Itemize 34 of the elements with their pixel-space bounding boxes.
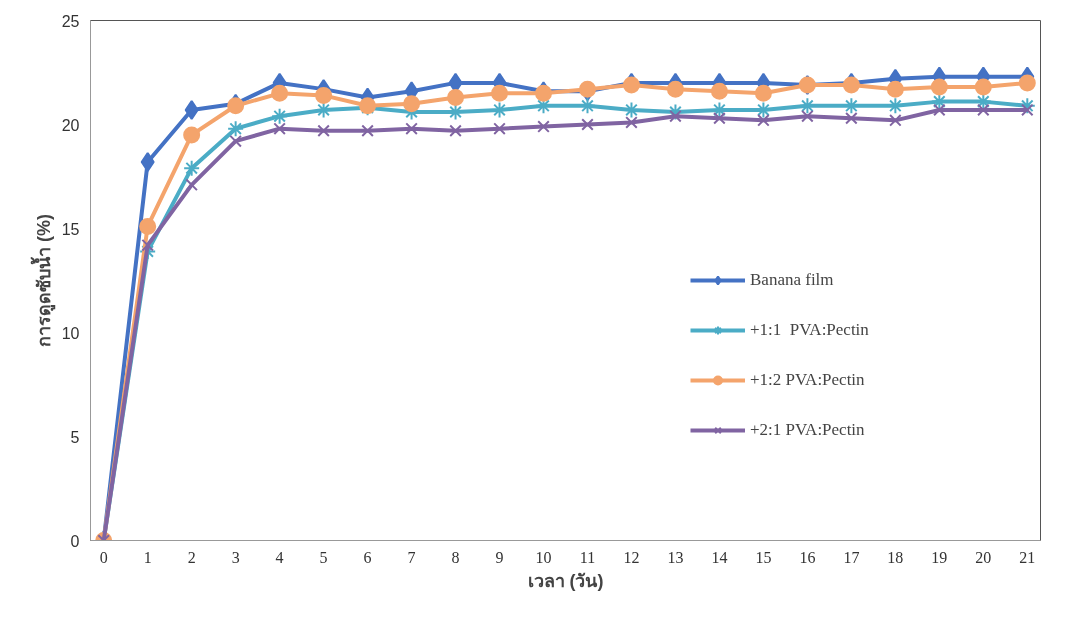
y-tick-label: 20 bbox=[61, 116, 80, 134]
y-axis-title: การดูดซับน้ำ (%) bbox=[29, 214, 56, 347]
x-tick-label: 12 bbox=[623, 548, 640, 566]
x-tick-label: 18 bbox=[887, 548, 904, 566]
x-tick-label: 1 bbox=[143, 548, 152, 566]
y-tick-label: 25 bbox=[61, 12, 80, 30]
x-tick-label: 11 bbox=[579, 548, 596, 566]
x-tick-label: 2 bbox=[187, 548, 196, 566]
x-axis-title: เวลา (วัน) bbox=[527, 570, 604, 591]
y-tick-label: 0 bbox=[70, 532, 80, 550]
y-tick-label: 10 bbox=[61, 324, 80, 342]
x-tick-label: 0 bbox=[99, 548, 108, 566]
x-tick-label: 15 bbox=[755, 548, 772, 566]
legend-label: Banana film bbox=[750, 270, 834, 290]
x-tick-label: 8 bbox=[451, 548, 460, 566]
x-tick-label: 19 bbox=[931, 548, 948, 566]
y-tick-label: 5 bbox=[70, 428, 80, 446]
legend-label: +1:1 PVA:Pectin bbox=[750, 320, 869, 340]
x-tick-label: 3 bbox=[231, 548, 240, 566]
x-tick-label: 5 bbox=[319, 548, 328, 566]
legend-label: +1:2 PVA:Pectin bbox=[750, 370, 865, 390]
x-tick-label: 16 bbox=[799, 548, 816, 566]
x-tick-label: 13 bbox=[667, 548, 684, 566]
x-tick-label: 7 bbox=[407, 548, 416, 566]
x-tick-label: 10 bbox=[535, 548, 552, 566]
x-tick-label: 9 bbox=[495, 548, 504, 566]
x-tick-label: 17 bbox=[843, 548, 860, 566]
x-tick-label: 6 bbox=[363, 548, 372, 566]
x-tick-label: 21 bbox=[1019, 548, 1036, 566]
y-tick-label: 15 bbox=[61, 220, 80, 238]
legend-label: +2:1 PVA:Pectin bbox=[750, 420, 865, 440]
x-tick-label: 4 bbox=[275, 548, 284, 566]
x-tick-label: 20 bbox=[975, 548, 992, 566]
x-tick-label: 14 bbox=[711, 548, 728, 566]
